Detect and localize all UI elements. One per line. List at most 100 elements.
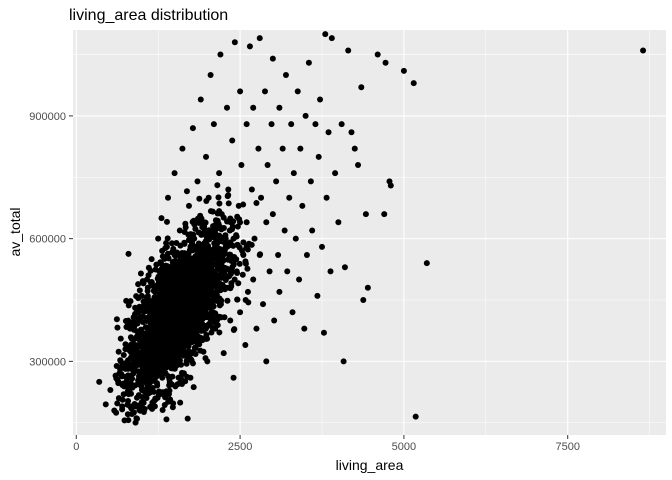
data-point xyxy=(174,325,181,332)
x-axis-ticks: 0 2500 5000 7500 xyxy=(73,435,580,453)
data-point xyxy=(301,325,308,332)
data-point xyxy=(207,72,214,78)
data-point xyxy=(242,260,249,267)
data-point xyxy=(273,178,280,185)
data-point xyxy=(185,311,192,318)
data-point xyxy=(243,219,250,226)
data-point xyxy=(204,247,211,254)
data-point xyxy=(251,235,258,242)
data-point xyxy=(131,326,138,333)
data-point xyxy=(119,406,126,413)
data-point xyxy=(227,317,234,324)
data-point xyxy=(289,309,296,316)
data-point xyxy=(139,278,146,285)
data-point xyxy=(207,281,214,288)
data-point xyxy=(255,145,262,152)
data-point xyxy=(201,228,208,235)
data-point xyxy=(275,252,282,258)
data-point xyxy=(209,299,216,306)
data-point xyxy=(144,284,151,291)
data-point xyxy=(231,39,238,46)
data-point xyxy=(124,322,131,329)
data-point xyxy=(96,378,103,385)
data-point xyxy=(192,225,199,232)
data-point xyxy=(246,43,253,50)
data-point xyxy=(216,313,223,320)
data-point xyxy=(213,253,220,260)
data-point xyxy=(124,401,131,408)
data-point xyxy=(141,342,148,349)
data-point xyxy=(159,406,166,413)
data-point xyxy=(129,341,136,348)
data-point xyxy=(202,355,209,362)
data-point xyxy=(154,342,161,349)
data-point xyxy=(201,223,208,230)
data-point xyxy=(197,96,204,103)
data-point xyxy=(312,121,319,128)
data-point xyxy=(186,257,193,264)
data-point xyxy=(374,51,381,58)
data-point xyxy=(163,416,170,423)
data-point xyxy=(400,67,407,74)
data-point xyxy=(338,121,345,128)
data-point xyxy=(294,88,301,95)
data-point xyxy=(231,326,238,333)
data-point xyxy=(268,121,275,128)
data-point xyxy=(168,240,175,247)
data-point xyxy=(191,264,198,271)
data-point xyxy=(201,293,208,300)
data-point xyxy=(143,375,150,382)
x-tick-label: 0 xyxy=(73,441,79,453)
data-point xyxy=(129,384,136,391)
data-point xyxy=(152,266,159,273)
data-point xyxy=(328,35,335,42)
data-point xyxy=(227,239,234,246)
data-point xyxy=(233,233,240,240)
data-point xyxy=(147,319,154,326)
data-point xyxy=(235,280,242,287)
data-point xyxy=(113,409,120,416)
data-point xyxy=(217,246,224,253)
data-point xyxy=(197,309,204,316)
data-point xyxy=(269,55,276,62)
data-point xyxy=(151,286,158,293)
data-point xyxy=(145,264,152,271)
data-point xyxy=(340,358,347,365)
data-point xyxy=(173,268,180,275)
data-point xyxy=(203,153,210,160)
data-point xyxy=(264,162,271,168)
data-point xyxy=(156,299,163,306)
data-point xyxy=(161,323,168,330)
data-point xyxy=(135,281,142,288)
data-point xyxy=(132,304,139,311)
y-axis-title: av_total xyxy=(7,207,23,256)
data-point xyxy=(171,170,178,177)
data-point xyxy=(193,243,200,250)
data-point xyxy=(185,276,192,283)
data-point xyxy=(165,293,172,300)
data-point xyxy=(147,299,154,306)
data-point xyxy=(125,317,132,324)
data-point xyxy=(150,336,157,343)
data-point xyxy=(119,396,126,403)
data-point xyxy=(114,400,121,407)
data-point xyxy=(237,309,244,316)
data-point xyxy=(387,182,394,189)
data-point xyxy=(192,335,199,342)
data-point xyxy=(168,357,175,364)
data-point xyxy=(236,244,243,251)
data-point xyxy=(187,304,194,311)
data-point xyxy=(114,324,121,331)
data-point xyxy=(124,388,131,395)
data-point xyxy=(177,316,184,323)
data-point xyxy=(198,231,205,238)
data-point xyxy=(163,218,170,225)
data-point xyxy=(214,182,221,189)
data-point xyxy=(320,329,327,336)
data-point xyxy=(146,333,153,340)
data-point xyxy=(113,316,120,323)
data-point xyxy=(213,218,220,225)
data-point xyxy=(245,299,252,306)
data-point xyxy=(107,387,114,393)
